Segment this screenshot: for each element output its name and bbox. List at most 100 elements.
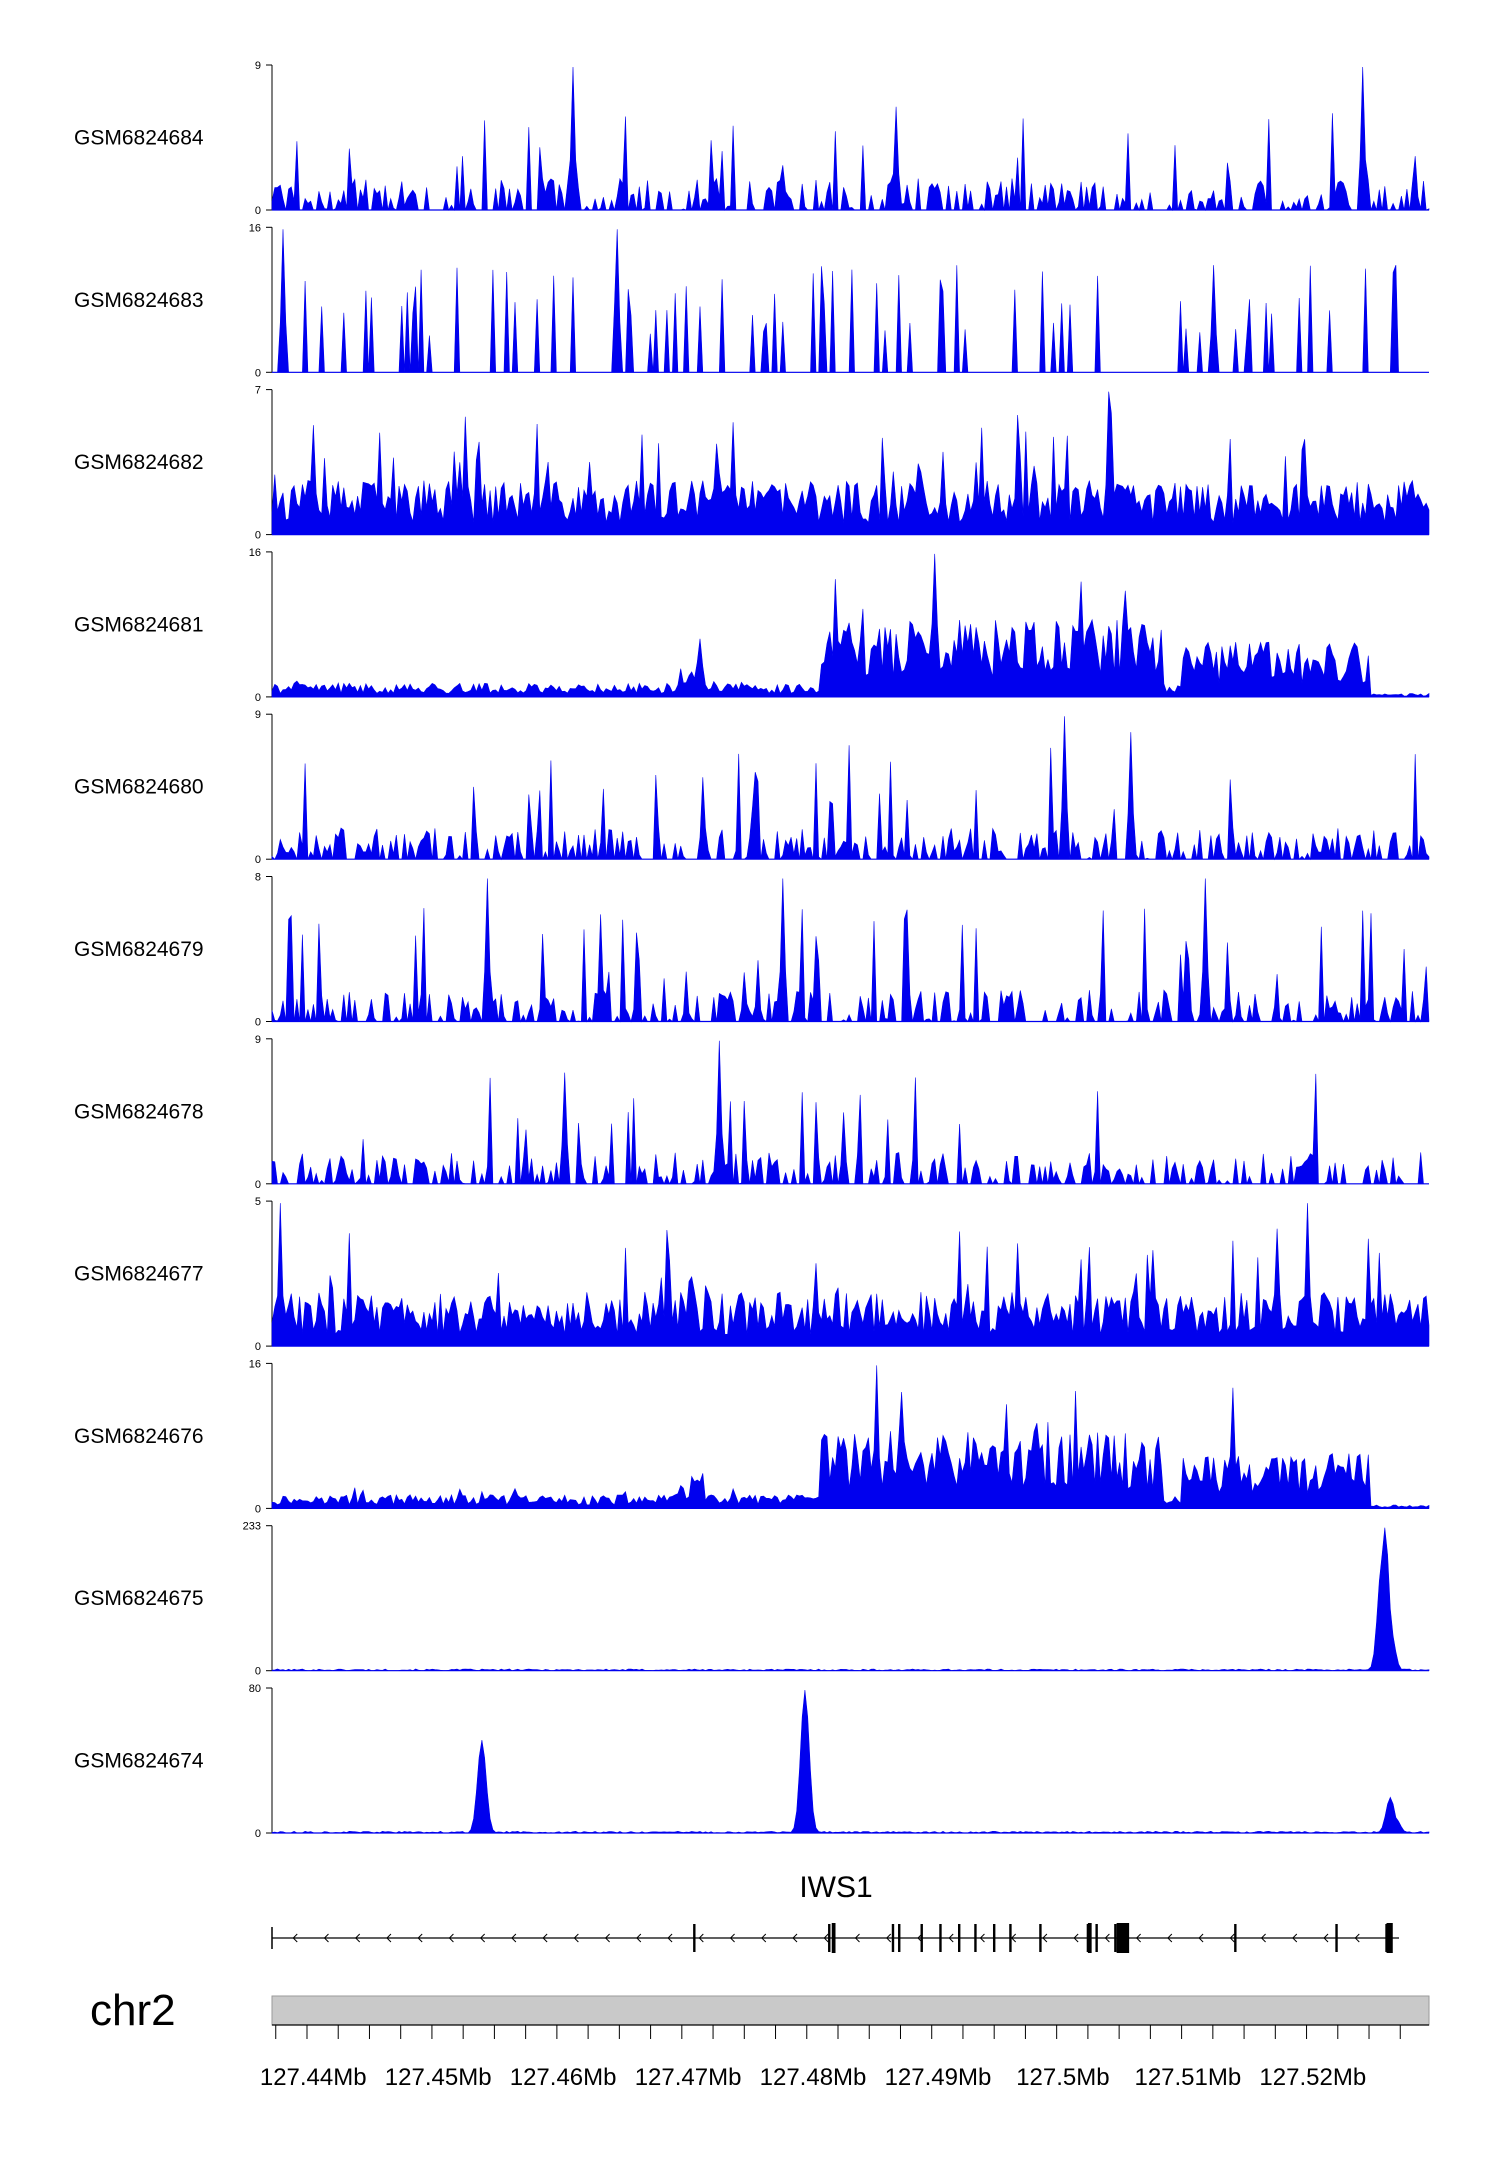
strand-chevron: [355, 1933, 361, 1943]
track-GSM6824683: GSM6824683 16 0: [74, 222, 1429, 379]
track-label: GSM6824680: [74, 776, 204, 799]
y-tick-label: 0: [255, 205, 261, 217]
y-tick-label: 16: [249, 547, 261, 559]
exon: [939, 1924, 942, 1952]
y-tick-label: 0: [255, 1017, 261, 1029]
y-tick-label: 9: [255, 60, 261, 72]
y-tick-label: 0: [255, 367, 261, 379]
x-tick-label: 127.44Mb: [260, 2064, 367, 2091]
exon: [920, 1924, 923, 1952]
y-tick-label: 0: [255, 692, 261, 704]
exon: [974, 1924, 977, 1952]
y-tick-label: 5: [255, 1196, 261, 1208]
track-GSM6824681: GSM6824681 16 0: [74, 547, 1430, 704]
signal-area: [271, 66, 1430, 212]
y-tick-label: 0: [255, 854, 261, 866]
signal-area: [271, 1527, 1430, 1672]
coding-exon: [1087, 1923, 1092, 1953]
exon: [1009, 1924, 1012, 1952]
signal-area: [272, 229, 1429, 373]
track-GSM6824679: GSM6824679 8 0: [74, 872, 1430, 1029]
strand-chevron: [823, 1933, 829, 1943]
exon: [1114, 1924, 1117, 1952]
genomic-coordinate-axis: 127.44Mb 127.45Mb 127.46Mb 127.47Mb 127.48Mb…: [260, 2024, 1429, 2091]
strand-chevron: [1042, 1933, 1048, 1943]
y-tick-label: 0: [255, 1503, 261, 1515]
strand-chevron: [1260, 1933, 1266, 1943]
signal-area: [271, 1040, 1429, 1185]
strand-chevron: [1073, 1933, 1079, 1943]
strand-chevron: [573, 1933, 579, 1943]
y-tick-label: 0: [255, 530, 261, 542]
strand-chevron: [1229, 1933, 1235, 1943]
strand-chevron: [542, 1933, 548, 1943]
track-GSM6824678: GSM6824678 9 0: [74, 1034, 1429, 1191]
strand-chevron: [948, 1933, 954, 1943]
strand-chevron: [886, 1933, 892, 1943]
x-tick-label: 127.51Mb: [1134, 2064, 1241, 2091]
y-tick-label: 80: [249, 1683, 261, 1695]
strand-chevron: [292, 1933, 298, 1943]
track-label: GSM6824674: [74, 1750, 204, 1773]
y-tick-label: 0: [255, 1179, 261, 1191]
strand-chevron: [698, 1933, 704, 1943]
signal-area: [271, 1203, 1430, 1347]
exon: [693, 1924, 696, 1952]
track-GSM6824682: GSM6824682 7 0: [74, 385, 1430, 542]
track-label: GSM6824684: [74, 127, 204, 150]
strand-chevron: [479, 1933, 486, 1943]
strand-chevron: [323, 1933, 329, 1943]
y-tick-label: 8: [255, 872, 261, 884]
strand-chevron: [386, 1933, 392, 1943]
exon: [828, 1924, 831, 1952]
chromosome-ideogram: chr2: [90, 1986, 1430, 2035]
exon: [958, 1924, 961, 1952]
y-tick-label: 9: [255, 709, 261, 721]
strand-chevron: [1323, 1933, 1329, 1943]
track-label: GSM6824682: [74, 451, 204, 474]
y-tick-label: 0: [255, 1341, 261, 1353]
signal-area: [271, 716, 1430, 861]
track-label: GSM6824675: [74, 1587, 204, 1610]
signal-tracks: GSM682468490GSM6824683160GSM682468270GSM…: [74, 60, 1430, 1840]
y-tick-label: 7: [255, 385, 261, 397]
track-GSM6824684: GSM6824684 9 0: [74, 60, 1430, 217]
chromosome-label: chr2: [90, 1986, 176, 2035]
signal-area: [271, 553, 1430, 698]
track-GSM6824677: GSM6824677 5 0: [74, 1196, 1430, 1353]
track-GSM6824680: GSM6824680 9 0: [74, 709, 1430, 866]
strand-chevron: [729, 1933, 735, 1943]
track-GSM6824674: GSM6824674 80 0: [74, 1683, 1430, 1840]
gene-name-label: IWS1: [799, 1871, 872, 1904]
signal-area: [271, 1365, 1430, 1509]
strand-chevron: [854, 1933, 860, 1943]
coding-exon: [831, 1923, 836, 1953]
y-tick-label: 9: [255, 1034, 261, 1046]
track-GSM6824676: GSM6824676 16 0: [74, 1358, 1430, 1515]
exon: [1039, 1924, 1042, 1952]
signal-area: [271, 1689, 1430, 1834]
strand-chevron: [1104, 1933, 1110, 1943]
y-tick-label: 0: [255, 1666, 261, 1678]
coding-exon: [1386, 1923, 1393, 1953]
strand-chevron: [761, 1933, 767, 1943]
x-tick-label: 127.46Mb: [510, 2064, 617, 2091]
signal-area: [271, 878, 1430, 1023]
track-label: GSM6824678: [74, 1100, 204, 1123]
strand-chevron: [979, 1933, 985, 1943]
strand-chevron: [1354, 1933, 1360, 1943]
strand-chevron: [1010, 1933, 1017, 1943]
exon: [898, 1924, 901, 1952]
x-tick-label: 127.49Mb: [885, 2064, 992, 2091]
y-tick-label: 233: [243, 1521, 261, 1533]
x-tick-label: 127.45Mb: [385, 2064, 492, 2091]
track-GSM6824675: GSM6824675 233 0: [74, 1521, 1430, 1678]
track-label: GSM6824683: [74, 289, 204, 312]
coding-exon: [1116, 1923, 1130, 1953]
strand-chevron: [417, 1933, 423, 1943]
x-tick-label: 127.52Mb: [1259, 2064, 1366, 2091]
strand-chevron: [792, 1933, 798, 1943]
track-label: GSM6824676: [74, 1425, 204, 1448]
strand-chevron: [667, 1933, 673, 1943]
